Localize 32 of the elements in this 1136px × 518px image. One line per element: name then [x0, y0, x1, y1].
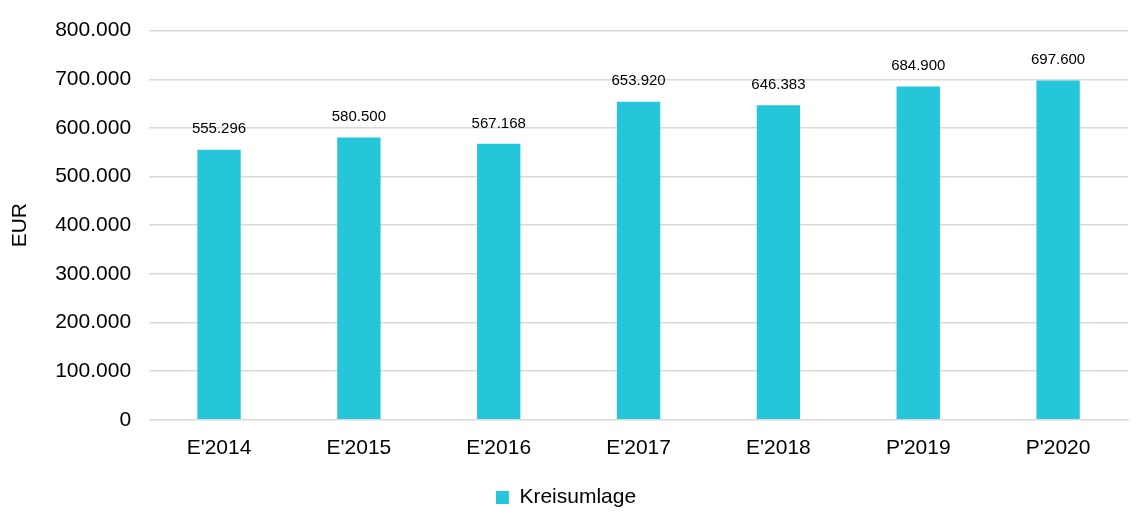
x-tick-label: P'2020 — [1025, 435, 1091, 459]
data-label: 684.900 — [891, 56, 946, 74]
bar — [1036, 80, 1080, 420]
data-label: 555.296 — [191, 119, 247, 137]
y-tick-label: 500.000 — [55, 163, 132, 187]
x-tick-label: E'2018 — [746, 435, 811, 459]
y-tick-label: 800.000 — [55, 17, 132, 41]
data-label: 653.920 — [611, 71, 666, 89]
bar — [337, 137, 381, 420]
bar — [197, 149, 241, 420]
bar — [896, 86, 940, 420]
y-axis-title: EUR — [7, 203, 31, 248]
bar — [477, 143, 521, 420]
data-label: 567.168 — [471, 113, 526, 131]
data-label: 697.600 — [1030, 50, 1086, 68]
legend-label: Kreisumlage — [519, 484, 637, 508]
y-tick-label: 0 — [119, 406, 132, 430]
data-label: 646.383 — [751, 74, 806, 92]
x-tick-label: P'2019 — [885, 435, 951, 459]
y-tick-label: 700.000 — [55, 66, 132, 90]
x-tick-label: E'2016 — [466, 435, 532, 459]
y-tick-label: 600.000 — [55, 114, 132, 138]
y-tick-label: 400.000 — [55, 212, 132, 235]
x-tick-label: E'2017 — [606, 435, 671, 459]
bar — [616, 101, 661, 420]
x-tick-label: E'2015 — [326, 435, 392, 459]
y-tick-label: 300.000 — [55, 260, 132, 284]
y-tick-label: 100.000 — [55, 357, 132, 381]
x-tick-label: E'2014 — [186, 435, 252, 459]
data-label: 580.500 — [331, 107, 386, 125]
bar — [756, 105, 801, 420]
y-tick-label: 200.000 — [55, 309, 132, 333]
